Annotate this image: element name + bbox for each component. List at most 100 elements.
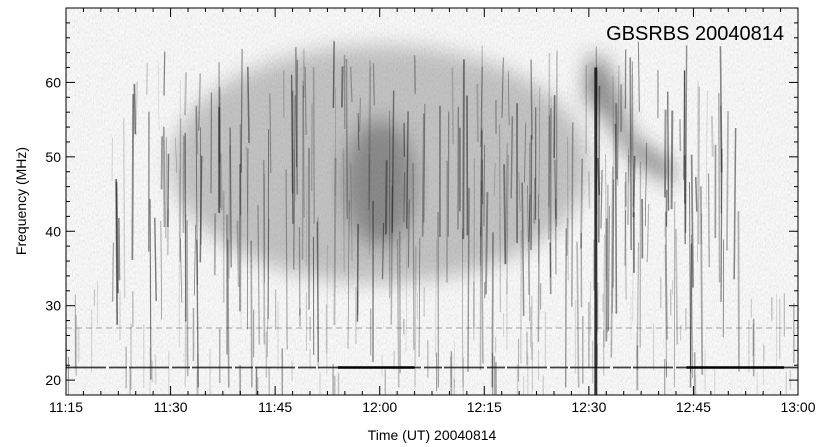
emission-streak (412, 163, 415, 350)
emission-streak (737, 211, 740, 372)
emission-streak (467, 187, 470, 373)
emission-streak (145, 62, 149, 95)
emission-streak (480, 45, 484, 196)
emission-streak (219, 153, 223, 211)
emission-streak (332, 41, 335, 108)
emission-streak (369, 66, 371, 204)
emission-streak (690, 154, 694, 288)
emission-streak (301, 80, 304, 260)
emission-streak (196, 106, 199, 155)
emission-streak (688, 182, 692, 373)
emission-streak (503, 164, 507, 265)
emission-streak (316, 221, 319, 363)
emission-streak (491, 232, 494, 388)
emission-streak (663, 109, 667, 198)
emission-streak (358, 97, 362, 132)
emission-streak (629, 57, 632, 251)
emission-streak (186, 220, 189, 377)
y-tick-label: 50 (45, 149, 61, 165)
emission-streak (537, 194, 540, 236)
emission-streak (498, 124, 502, 313)
emission-streak (530, 59, 533, 140)
emission-streak (484, 192, 489, 295)
emission-streak (290, 74, 294, 224)
emission-streak (292, 95, 296, 270)
emission-streak (608, 206, 610, 331)
emission-streak (708, 173, 710, 268)
interference-lines (66, 327, 798, 369)
emission-streak (396, 239, 400, 388)
emission-streak (631, 61, 634, 208)
emission-streak (664, 168, 667, 238)
emission-streak (269, 93, 272, 174)
emission-streak (122, 118, 126, 299)
emission-streak (302, 86, 305, 218)
x-tick-label: 11:30 (154, 399, 188, 415)
emission-streak (501, 57, 504, 118)
emission-streak (518, 172, 521, 212)
emission-streak (548, 52, 551, 208)
emission-streak (554, 159, 557, 219)
emission-streak (166, 153, 170, 227)
emission-streak (414, 245, 417, 388)
emission-streak (247, 148, 249, 330)
emission-streak (698, 86, 700, 245)
emission-streak (342, 148, 345, 272)
drifting-burst-region (584, 52, 673, 187)
emission-streak (403, 172, 406, 223)
emission-streak (550, 96, 552, 174)
emission-streak (461, 228, 464, 388)
emission-streak (632, 155, 636, 218)
emission-streak (483, 144, 486, 227)
emission-streak (615, 103, 619, 180)
emission-streak (345, 58, 349, 219)
emission-streak (480, 66, 483, 148)
emission-streak (115, 181, 119, 294)
x-tick-label: 13:00 (780, 399, 815, 415)
emission-streak (285, 169, 288, 350)
emission-streak (262, 159, 266, 345)
emission-streak (312, 67, 316, 225)
emission-streak (350, 162, 353, 261)
emission-streak (733, 127, 737, 280)
emission-streak (695, 176, 698, 212)
emission-streak (610, 166, 614, 358)
emission-streak (597, 157, 601, 195)
emission-streak (537, 218, 540, 343)
emission-streak (357, 113, 360, 151)
emission-streak (179, 79, 181, 260)
y-tick-label: 20 (45, 372, 61, 388)
emission-streak (179, 238, 183, 303)
emission-streak (435, 239, 437, 357)
emission-streak (294, 47, 299, 195)
emission-streak (462, 59, 465, 240)
emission-streak (664, 244, 668, 378)
emission-streak (193, 224, 197, 296)
emission-streak (293, 148, 296, 201)
emission-streak (334, 87, 336, 197)
emission-streak (423, 103, 426, 223)
emission-streak (683, 70, 686, 180)
emission-streak (587, 171, 591, 209)
emission-streak (240, 153, 242, 328)
x-tick-label: 12:15 (467, 399, 502, 415)
emission-streak (257, 205, 260, 345)
emission-streak (149, 199, 152, 380)
emission-streak (493, 162, 496, 197)
emission-streak (617, 65, 620, 186)
emission-streak (627, 155, 630, 225)
emission-streak (597, 85, 601, 243)
emission-streak (247, 66, 250, 144)
emission-streak (473, 158, 475, 340)
emission-streak (160, 136, 164, 190)
x-tick-label: 11:45 (258, 399, 292, 415)
spectrogram-image (66, 8, 798, 395)
emission-streak (507, 71, 510, 126)
x-tick-label: 12:30 (571, 399, 606, 415)
emission-streak (384, 160, 388, 235)
emission-streak (538, 87, 541, 264)
emission-streak (390, 185, 394, 325)
emission-streak (175, 137, 178, 173)
emission-streak (391, 90, 395, 233)
